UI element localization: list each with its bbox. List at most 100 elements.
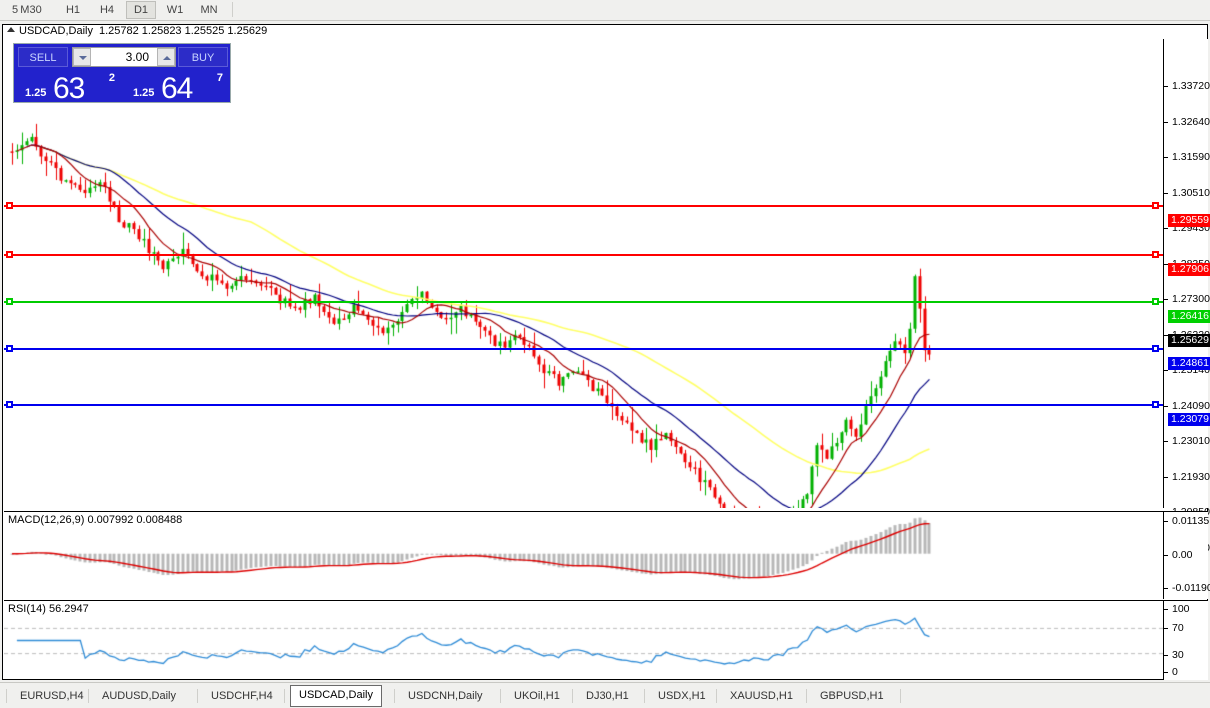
price-tick-mark xyxy=(1164,370,1168,371)
sell-price-main: 63 xyxy=(53,72,85,105)
horizontal-line-1.29559[interactable] xyxy=(4,202,1163,209)
price-tick-label: 1.32640 xyxy=(1172,116,1210,128)
chart-tab-eurusd[interactable]: EURUSD,H4 xyxy=(20,690,84,702)
line-anchor-handle-right[interactable] xyxy=(1152,251,1159,258)
chart-symbol-header: USDCAD,Daily 1.25782 1.25823 1.25525 1.25… xyxy=(3,25,1207,39)
rsi-tick-mark xyxy=(1164,609,1168,610)
chart-tab-xauusd[interactable]: XAUUSD,H1 xyxy=(730,690,793,702)
line-anchor-handle[interactable] xyxy=(6,401,13,408)
timeframe-h4[interactable]: H4 xyxy=(99,4,115,16)
rsi-tick-mark xyxy=(1164,655,1168,656)
price-tick-label: 1.31590 xyxy=(1172,151,1210,163)
horizontal-line-1.26416[interactable] xyxy=(4,298,1163,305)
chart-tab-usdx[interactable]: USDX,H1 xyxy=(658,690,706,702)
price-tick-label: 1.33720 xyxy=(1172,80,1210,92)
buy-price-display[interactable]: 1.25 64 7 xyxy=(125,72,230,105)
line-anchor-handle-right[interactable] xyxy=(1152,401,1159,408)
rsi-pane[interactable]: RSI(14) 56.2947 xyxy=(4,600,1163,680)
chart-tab-dj30[interactable]: DJ30,H1 xyxy=(586,690,629,702)
rsi-label: RSI(14) 56.2947 xyxy=(8,603,89,615)
price-tag-red: 1.29559 xyxy=(1168,214,1210,227)
timeframe-d1[interactable]: D1 xyxy=(126,1,156,19)
price-tick-mark xyxy=(1164,157,1168,158)
price-tag-green: 1.26416 xyxy=(1168,310,1210,323)
buy-button[interactable]: BUY xyxy=(178,47,228,67)
line-anchor-handle-right[interactable] xyxy=(1152,202,1159,209)
timeframe-mn[interactable]: MN xyxy=(200,4,218,16)
timeframe-h1[interactable]: H1 xyxy=(65,4,81,16)
line-anchor-handle-right[interactable] xyxy=(1152,298,1159,305)
price-tick-mark xyxy=(1164,477,1168,478)
chart-tab-audusd[interactable]: AUDUSD,Daily xyxy=(102,690,176,702)
chart-tab-usdchf[interactable]: USDCHF,H4 xyxy=(211,690,273,702)
rsi-tick-label: 70 xyxy=(1172,622,1184,634)
macd-tick-mark xyxy=(1164,555,1168,556)
horizontal-line-1.23079[interactable] xyxy=(4,401,1163,408)
rsi-scale[interactable]: 100 70 30 0 xyxy=(1163,600,1208,680)
price-tag-black: 1.25629 xyxy=(1168,334,1210,347)
macd-pane[interactable]: MACD(12,26,9) 0.007992 0.008488 xyxy=(4,511,1163,599)
sell-price-display[interactable]: 1.25 63 2 xyxy=(17,72,122,105)
sell-button[interactable]: SELL xyxy=(18,47,68,67)
price-tick-label: 1.23010 xyxy=(1172,435,1210,447)
chart-tab-usdcnh[interactable]: USDCNH,Daily xyxy=(408,690,483,702)
volume-input[interactable]: 3.00 xyxy=(93,48,153,66)
rsi-tick-label: 100 xyxy=(1172,603,1190,615)
trade-controls-row: SELL 3.00 BUY xyxy=(14,44,232,70)
chart-tab-usdcad[interactable]: USDCAD,Daily xyxy=(290,685,382,707)
macd-tick-label: 0.01135 xyxy=(1172,515,1210,527)
volume-stepper[interactable]: 3.00 xyxy=(72,47,176,67)
chart-window: USDCAD,Daily 1.25782 1.25823 1.25525 1.25… xyxy=(2,24,1210,702)
macd-tick-mark xyxy=(1164,521,1168,522)
tab-separator xyxy=(500,689,501,703)
toolbar-separator xyxy=(232,2,233,17)
price-candlestick-canvas xyxy=(4,39,1163,508)
sell-price-prefix: 1.25 xyxy=(25,87,47,99)
price-tick-mark xyxy=(1164,335,1168,336)
price-pane[interactable] xyxy=(4,39,1163,508)
rsi-tick-mark xyxy=(1164,672,1168,673)
horizontal-line-1.27906[interactable] xyxy=(4,251,1163,258)
price-tick-mark xyxy=(1164,228,1168,229)
price-tick-label: 1.24090 xyxy=(1172,400,1210,412)
symbol-label: USDCAD,Daily xyxy=(19,25,93,37)
line-anchor-handle-right[interactable] xyxy=(1152,345,1159,352)
chevron-up-icon xyxy=(163,56,171,60)
macd-scale[interactable]: 0.01135 0.00 -0.011904 xyxy=(1163,511,1210,599)
rsi-tick-label: 0 xyxy=(1172,666,1178,678)
price-tick-label: 1.21930 xyxy=(1172,471,1210,483)
chart-tab-bar: EURUSD,H4 AUDUSD,Daily USDCHF,H4 USDCAD,Dai… xyxy=(0,682,1210,708)
macd-tick-label: -0.011904 xyxy=(1172,582,1210,594)
buy-price-fraction: 7 xyxy=(216,72,223,84)
buy-price-prefix: 1.25 xyxy=(133,87,155,99)
macd-label: MACD(12,26,9) 0.007992 0.008488 xyxy=(8,514,183,526)
price-tick-label: 1.30510 xyxy=(1172,187,1210,199)
price-scale[interactable]: 1.337201.326401.315901.305101.294301.283… xyxy=(1163,39,1210,554)
timeframe-w1[interactable]: W1 xyxy=(166,4,184,16)
price-tag-blue: 1.24861 xyxy=(1168,357,1210,370)
chart-tab-gbpusd[interactable]: GBPUSD,H1 xyxy=(820,690,884,702)
sell-price-fraction: 2 xyxy=(108,72,115,84)
line-anchor-handle[interactable] xyxy=(6,251,13,258)
line-anchor-handle[interactable] xyxy=(6,298,13,305)
price-tag-blue: 1.23079 xyxy=(1168,413,1210,426)
tab-separator xyxy=(716,689,717,703)
volume-decrease-button[interactable] xyxy=(73,48,91,66)
line-anchor-handle[interactable] xyxy=(6,345,13,352)
price-tick-mark xyxy=(1164,86,1168,87)
macd-tick-label: 0.00 xyxy=(1172,549,1193,561)
one-click-trade-panel[interactable]: SELL 3.00 BUY 1.25 63 2 1.25 64 7 xyxy=(13,43,232,105)
timeframe-5[interactable]: 5 xyxy=(11,4,19,16)
collapse-triangle-icon[interactable] xyxy=(7,27,15,32)
rsi-tick-mark xyxy=(1164,628,1168,629)
chart-tab-ukoil[interactable]: UKOil,H1 xyxy=(514,690,560,702)
price-tick-mark xyxy=(1164,441,1168,442)
horizontal-line-1.24861[interactable] xyxy=(4,345,1163,352)
line-anchor-handle[interactable] xyxy=(6,202,13,209)
timeframe-m30[interactable]: M30 xyxy=(20,4,42,16)
macd-tick-mark xyxy=(1164,588,1168,589)
price-tick-mark xyxy=(1164,406,1168,407)
rsi-tick-label: 30 xyxy=(1172,649,1184,661)
volume-increase-button[interactable] xyxy=(157,48,175,66)
